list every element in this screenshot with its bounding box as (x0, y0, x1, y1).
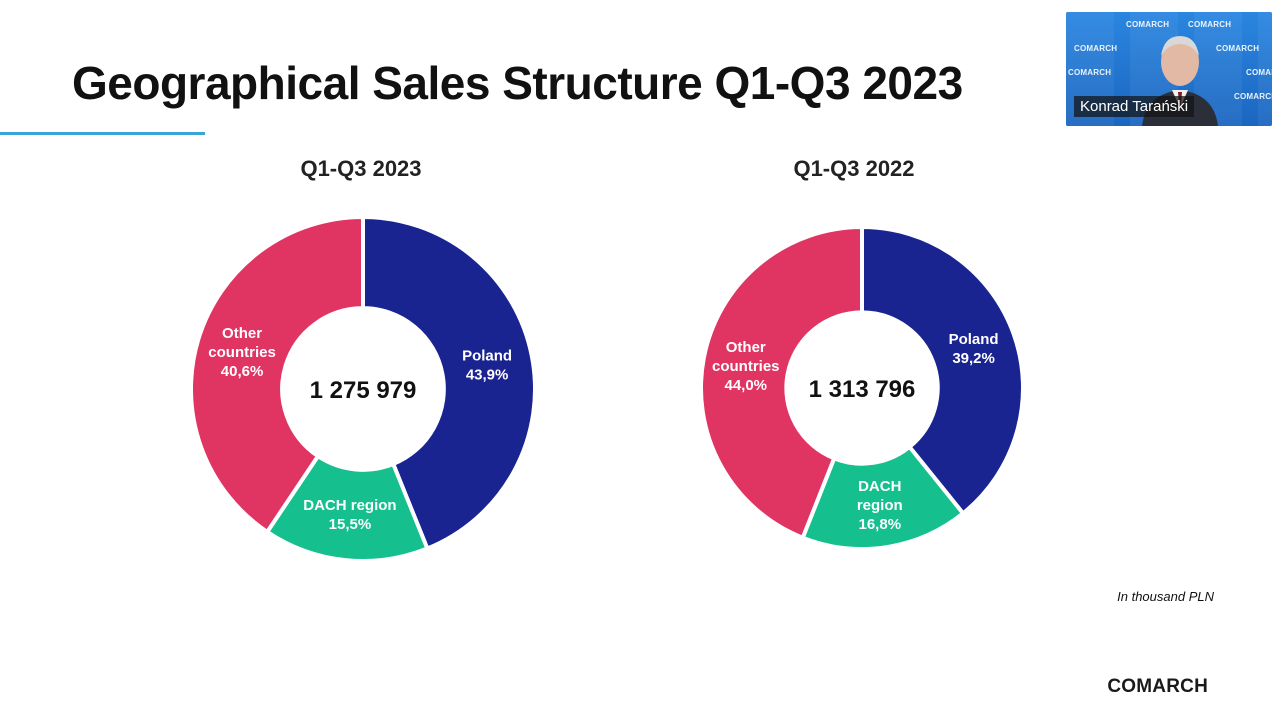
donut-chart-2022: Poland 39,2% DACH region 16,8% Other countries… (699, 224, 1025, 551)
slice-label-poland: Poland 39,2% (949, 331, 999, 367)
chart-title-2023: Q1-Q3 2023 (300, 156, 422, 181)
unit-note: In thousand PLN (1117, 589, 1214, 604)
donut-slice-dach-region (264, 453, 430, 563)
backdrop-logo-text: COMARCH (1246, 68, 1272, 77)
donut-total-label: 1 275 979 (310, 377, 417, 404)
slice-label-poland: Poland 43,9% (462, 347, 512, 383)
comarch-logo: COMARCH (1107, 676, 1208, 697)
slice-label-dach-region: DACH region 15,5% (303, 497, 396, 533)
slice-label-dach: DACH region 16,8% (857, 478, 903, 533)
slice-label-other: Other countries 40,6% (208, 325, 276, 380)
donut-total-label: 1 313 796 (809, 376, 916, 403)
chart-title-2022: Q1-Q3 2022 (793, 156, 915, 181)
backdrop-logo-text: COMARCH (1068, 68, 1112, 77)
backdrop-logo-text: COMARCH (1216, 44, 1260, 53)
backdrop-logo-text: COMARCH (1234, 92, 1272, 101)
donut-slice-poland (361, 214, 537, 552)
participant-name: Konrad Tarański (1074, 96, 1195, 117)
backdrop-logo-text: COMARCH (1126, 20, 1170, 29)
donut-chart-2023: Poland 43,9% DACH region 15,5% Other countrie… (189, 214, 537, 563)
slide-title: Geographical Sales Structure Q1-Q3 2023 (72, 57, 963, 109)
title-underline (0, 132, 205, 135)
donut-slice-other (699, 224, 864, 541)
backdrop-logo-text: COMARCH (1074, 44, 1118, 53)
backdrop-logo-text: COMARCH (1188, 20, 1232, 29)
donut-slice-dach (800, 444, 966, 551)
video-call-tile[interactable]: COMARCH COMARCH COMARCH COMARCH COMARCH … (1066, 12, 1272, 126)
slice-label-other: Other countries 44,0% (712, 339, 780, 394)
donut-slice-poland (860, 224, 1025, 517)
donut-slice-other (189, 214, 365, 535)
